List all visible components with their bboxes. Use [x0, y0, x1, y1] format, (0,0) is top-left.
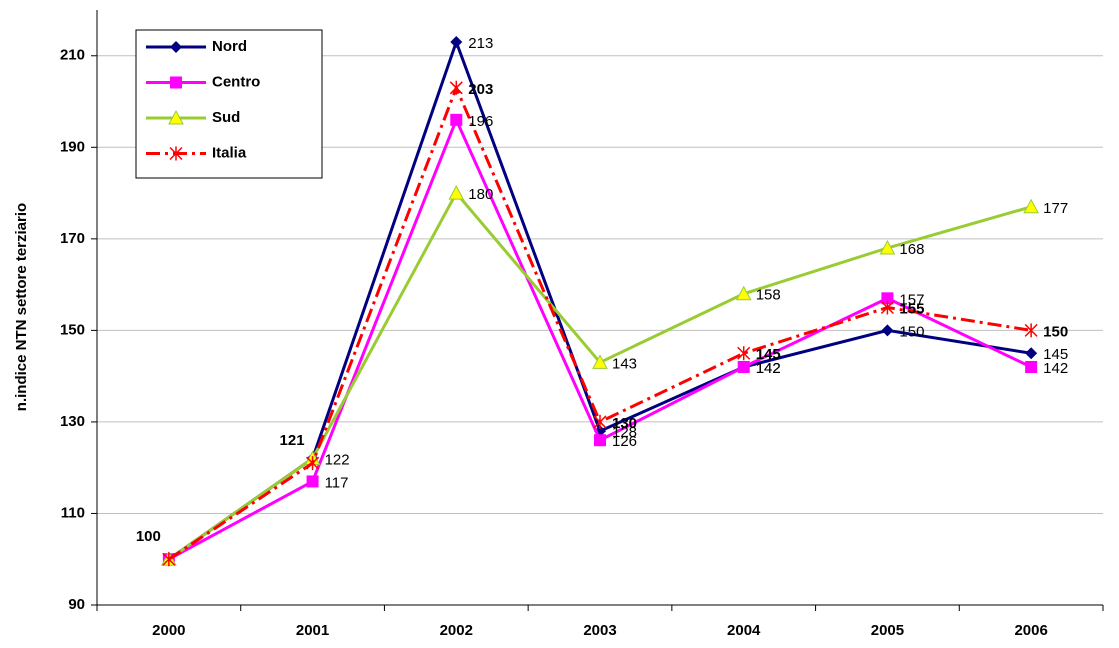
marker	[881, 292, 894, 305]
data-label: 142	[1043, 360, 1068, 377]
marker	[1025, 361, 1038, 373]
x-tick-label: 2003	[583, 622, 616, 639]
y-tick-label: 150	[60, 321, 85, 338]
y-tick-label: 130	[60, 413, 85, 430]
marker	[306, 475, 319, 488]
legend-label: Nord	[212, 38, 247, 55]
data-label: 143	[612, 355, 637, 372]
legend: Nord Centro Sud Italia	[135, 29, 323, 179]
marker	[169, 146, 183, 161]
marker	[1024, 323, 1038, 338]
data-label: 142	[756, 360, 781, 377]
marker	[737, 346, 751, 361]
data-label: 130	[612, 415, 637, 432]
y-tick-label: 110	[61, 504, 85, 521]
marker	[881, 324, 894, 337]
data-label: 196	[468, 113, 493, 130]
data-label: 213	[468, 35, 493, 52]
x-tick-label: 2000	[152, 622, 185, 639]
legend-label: Centro	[212, 73, 260, 90]
marker	[450, 113, 463, 126]
data-label: 100	[136, 528, 161, 545]
y-tick-label: 170	[60, 230, 85, 247]
data-label: 117	[325, 474, 349, 491]
marker	[162, 552, 176, 567]
marker	[737, 361, 750, 373]
series	[162, 80, 1038, 567]
marker	[735, 285, 752, 301]
y-tick-label: 190	[60, 138, 85, 155]
marker	[592, 354, 608, 369]
marker	[593, 414, 607, 429]
data-label: 150	[899, 323, 924, 340]
data-label: 142	[756, 360, 781, 377]
y-axis-label: n.indice NTN settore terziario	[13, 203, 30, 411]
y-tick-label: 210	[60, 47, 85, 64]
data-label: 126	[612, 433, 637, 450]
data-label: 177	[1043, 200, 1068, 217]
data-label: 180	[468, 186, 493, 203]
data-label: 157	[899, 291, 924, 308]
legend-label: Sud	[212, 109, 240, 126]
marker	[168, 109, 184, 125]
data-label: 128	[612, 424, 637, 441]
marker	[1023, 198, 1039, 214]
marker	[448, 185, 465, 200]
x-tick-label: 2002	[440, 622, 473, 639]
x-tick-label: 2006	[1014, 622, 1047, 639]
marker	[1025, 347, 1038, 360]
data-label: 203	[468, 81, 493, 98]
legend-label: Italia	[212, 144, 247, 161]
data-label: 145	[1043, 346, 1068, 363]
data-label: 145	[756, 346, 781, 363]
marker	[306, 456, 320, 471]
marker	[450, 36, 463, 49]
x-tick-label: 2005	[871, 622, 904, 639]
x-tick-label: 2004	[727, 622, 761, 639]
marker	[170, 76, 182, 89]
marker	[170, 41, 182, 53]
marker	[449, 80, 463, 95]
y-tick-label: 90	[68, 596, 85, 613]
marker	[879, 239, 896, 255]
data-label: 121	[280, 432, 305, 449]
marker	[594, 434, 606, 447]
data-label: 155	[899, 300, 924, 317]
data-label: 168	[899, 241, 924, 258]
x-tick-label: 2001	[296, 622, 329, 639]
data-label: 158	[756, 287, 781, 304]
data-label: 150	[1043, 323, 1068, 340]
marker	[880, 300, 894, 315]
data-label: 122	[325, 452, 350, 469]
